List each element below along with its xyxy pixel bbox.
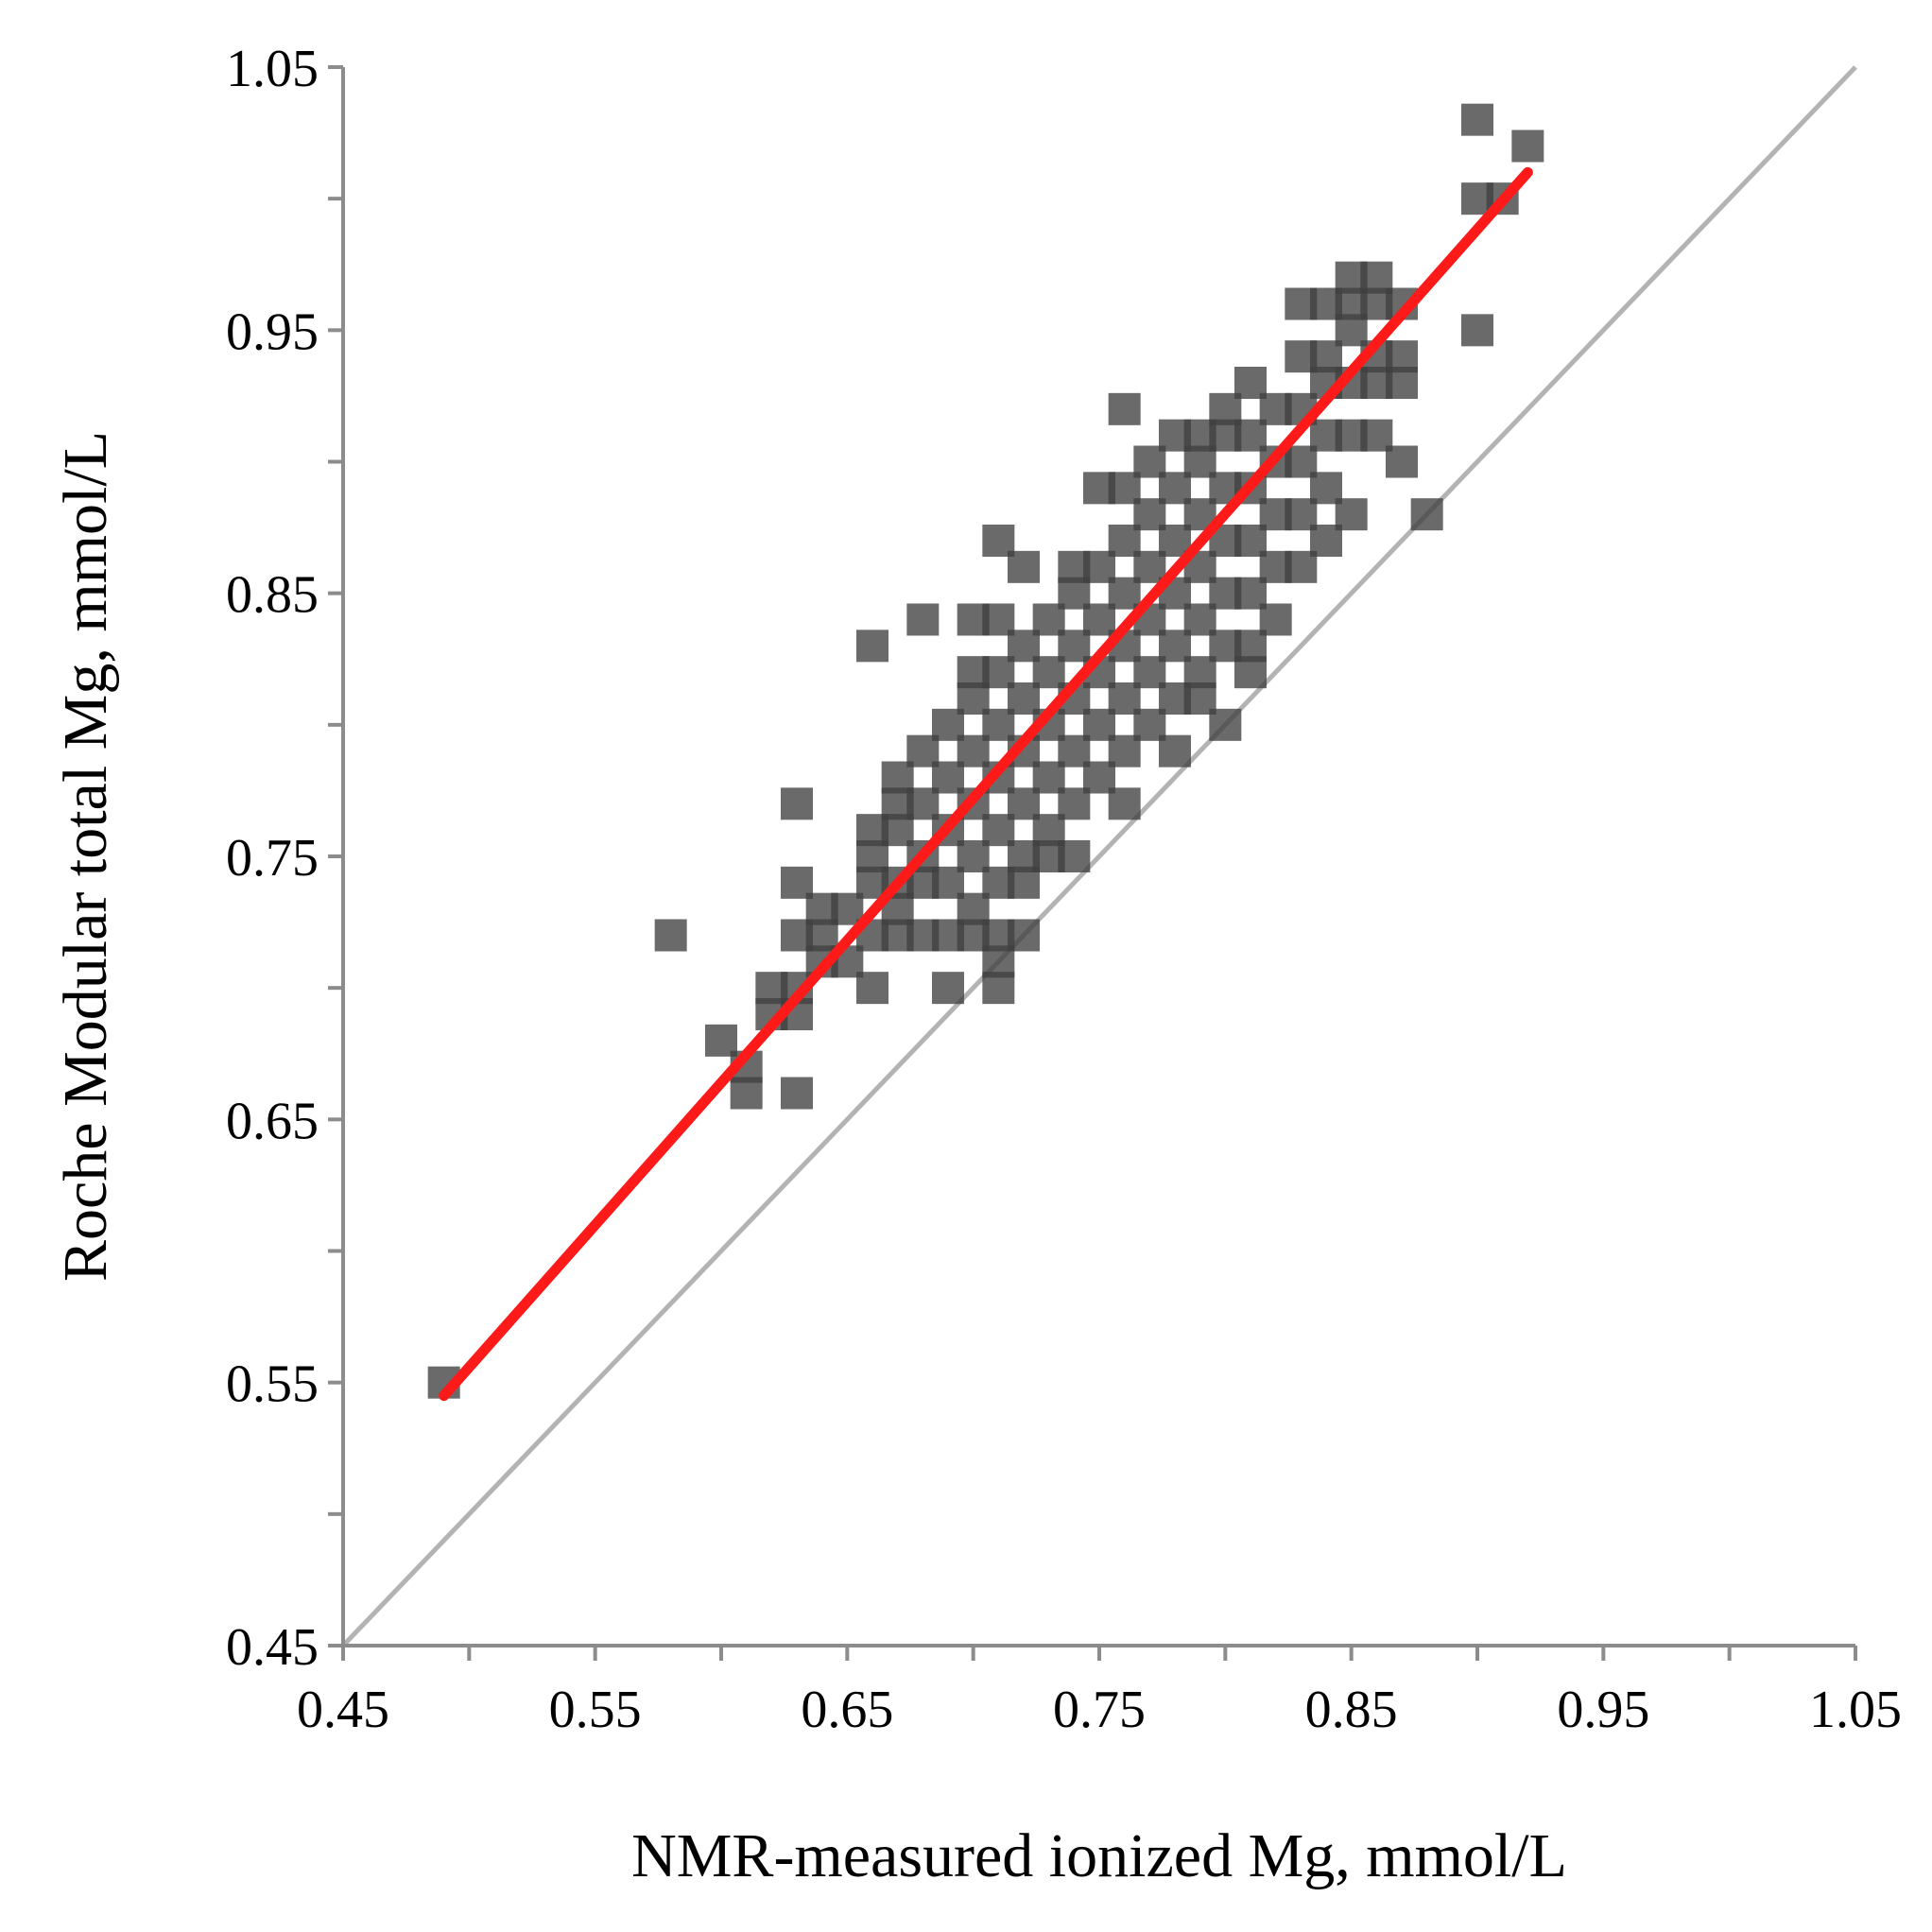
- scatter-point: [654, 919, 687, 952]
- x-tick-label: 0.95: [1557, 1681, 1649, 1739]
- scatter-point: [856, 630, 888, 663]
- x-tick-label: 1.05: [1809, 1681, 1902, 1739]
- scatter-point: [730, 1077, 763, 1110]
- scatter-point: [1058, 840, 1091, 872]
- scatter-point: [1461, 314, 1493, 347]
- scatter-point: [932, 972, 964, 1005]
- scatter-point: [1335, 498, 1368, 531]
- x-tick-label: 0.75: [1053, 1681, 1146, 1739]
- scatter-point: [856, 972, 888, 1005]
- scatter-point: [1386, 340, 1418, 373]
- scatter-point: [781, 787, 813, 820]
- tick-labels: 0.45 0.55 0.65 0.75 0.85 0.95 1.05 0.45 0.55 0.65…: [226, 40, 1902, 1739]
- y-axis-title: Roche Modular total Mg, mmol/L: [51, 431, 120, 1282]
- y-tick-label: 1.05: [226, 40, 319, 98]
- scatter-point: [1410, 498, 1443, 531]
- x-tick-label: 0.55: [549, 1681, 642, 1739]
- scatter-point: [1461, 103, 1493, 136]
- y-tick-label: 0.95: [226, 302, 319, 361]
- y-tick-label: 0.75: [226, 829, 319, 888]
- y-tick-label: 0.55: [226, 1355, 319, 1414]
- regression-line-layer: [439, 166, 1533, 1402]
- y-tick-label: 0.85: [226, 566, 319, 625]
- scatter-point: [1008, 550, 1040, 583]
- x-axis-title: NMR-measured ionized Mg, mmol/L: [631, 1821, 1567, 1890]
- y-tick-label: 0.65: [226, 1092, 319, 1150]
- scatter-point: [1386, 445, 1418, 478]
- axis-ticks: [328, 65, 1857, 1661]
- scatter-point: [906, 603, 940, 636]
- y-tick-label: 0.45: [226, 1618, 319, 1677]
- scatter-point: [1008, 919, 1040, 952]
- identity-line-layer: [341, 65, 1857, 1647]
- scatter-point: [1209, 708, 1242, 741]
- x-tick-label: 0.65: [801, 1681, 893, 1739]
- scatter-point: [1159, 734, 1191, 768]
- identity-line: [341, 65, 1857, 1647]
- x-tick-label: 0.45: [297, 1681, 389, 1739]
- scatter-point: [1108, 392, 1141, 425]
- scatter-point: [781, 1077, 813, 1110]
- regression-line: [439, 166, 1533, 1402]
- x-tick-label: 0.85: [1305, 1681, 1398, 1739]
- scatter-point: [1108, 787, 1141, 820]
- scatter-point: [1259, 603, 1292, 636]
- scatter-points: [427, 103, 1544, 1399]
- scatter-point: [1511, 129, 1544, 163]
